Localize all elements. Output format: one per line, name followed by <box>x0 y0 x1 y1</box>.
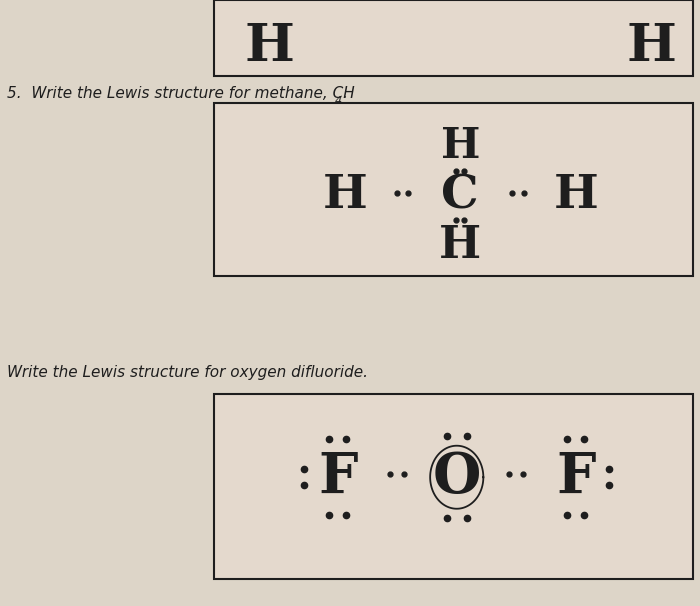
Text: 4: 4 <box>335 96 342 106</box>
Text: C: C <box>442 173 479 218</box>
Bar <box>214 394 693 579</box>
Text: F: F <box>318 450 358 505</box>
Text: H: H <box>244 21 295 73</box>
Text: Write the Lewis structure for oxygen difluoride.: Write the Lewis structure for oxygen dif… <box>7 365 368 380</box>
Text: H: H <box>626 21 676 73</box>
Bar <box>214 103 693 276</box>
Bar <box>214 0 693 76</box>
Text: F: F <box>556 450 596 505</box>
Text: O: O <box>433 450 481 505</box>
Text: H: H <box>323 173 367 218</box>
Text: H: H <box>439 224 482 267</box>
Text: 5.  Write the Lewis structure for methane, CH: 5. Write the Lewis structure for methane… <box>7 87 355 101</box>
Text: .: . <box>342 87 347 101</box>
Text: H: H <box>554 173 598 218</box>
Text: H: H <box>440 125 480 167</box>
